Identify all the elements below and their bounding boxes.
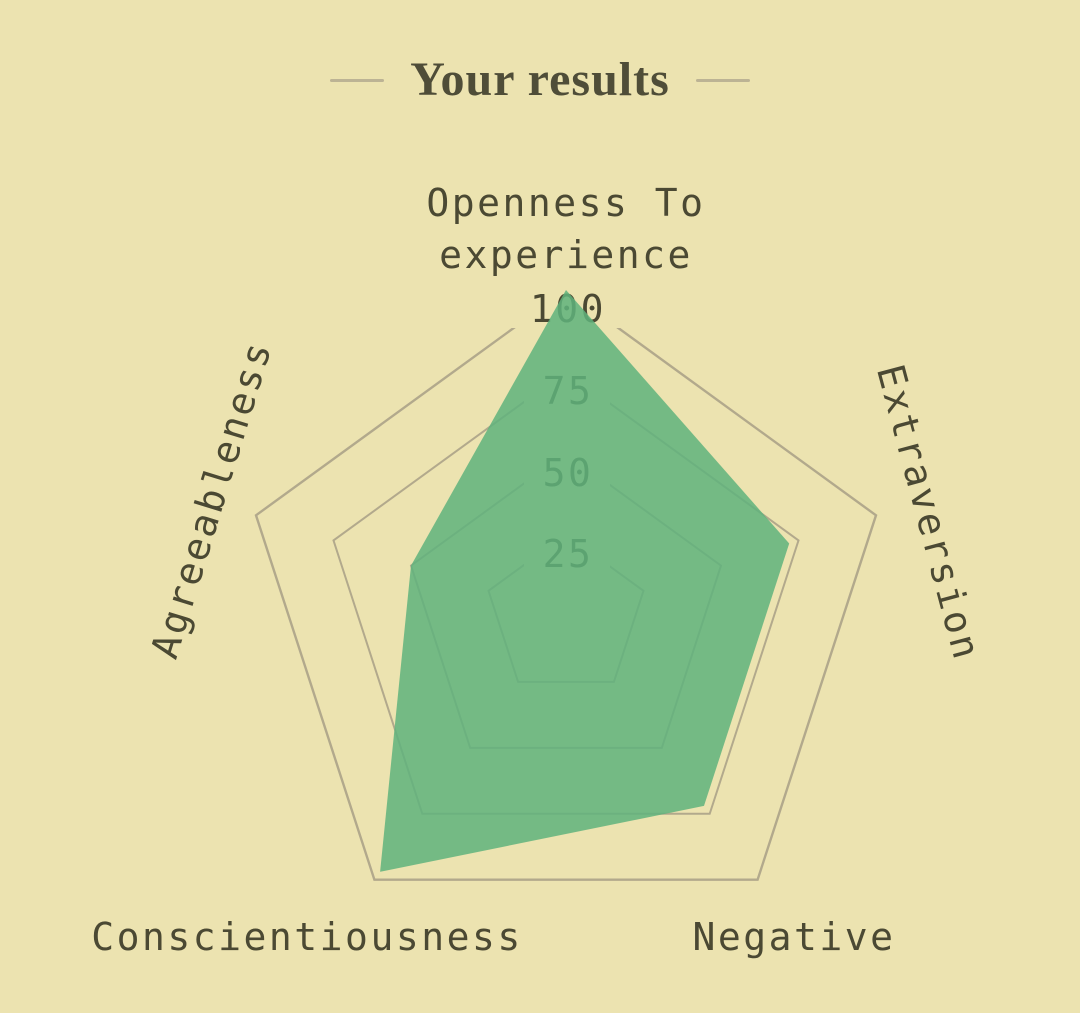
axis-label-openness-line1: Openness To: [426, 181, 705, 225]
grid-ring-100: [254, 288, 878, 881]
results-polygon: [380, 290, 790, 872]
page-header: Your results: [0, 56, 1080, 104]
title-left-dash: [330, 78, 385, 82]
axis-label-negative: Negative: [692, 915, 895, 959]
axis-label-openness-line2: experience: [439, 233, 693, 277]
axis-label-conscientiousness: Conscientiousness: [91, 915, 522, 959]
title-right-dash: [695, 78, 750, 82]
page-title: Your results: [410, 53, 670, 106]
axis-label-agreeableness: Agreeableness: [142, 335, 281, 663]
axis-label-extraversion: Extraversion: [868, 360, 989, 666]
